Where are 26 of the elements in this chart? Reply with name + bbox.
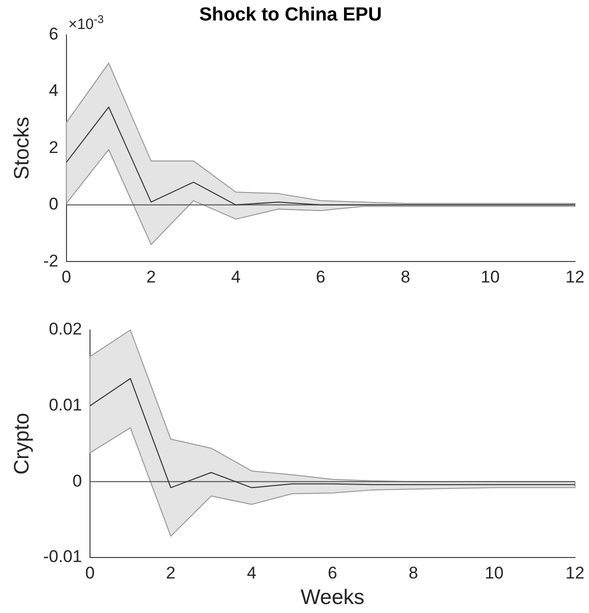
x-tick-label: 2 <box>146 267 156 286</box>
y-tick-label: 0.01 <box>48 395 82 414</box>
x-tick-label: 0 <box>85 563 95 582</box>
x-tick-label: 12 <box>566 267 584 286</box>
y-tick-label: 0.02 <box>48 320 82 339</box>
y-tick-label: -2 <box>43 251 58 270</box>
y-tick-label: 0 <box>72 471 82 490</box>
x-tick-label: 12 <box>566 563 584 582</box>
x-tick-label: 6 <box>328 563 338 582</box>
y-axis-title: Stocks <box>10 116 34 180</box>
y-tick-label: 2 <box>48 138 58 157</box>
x-axis-title: Weeks <box>300 586 364 610</box>
x-tick-label: 8 <box>408 563 418 582</box>
y-tick-label: 0 <box>48 194 58 214</box>
x-tick-label: 10 <box>484 563 504 582</box>
y-tick-label: 6 <box>48 24 58 44</box>
x-tick-label: 10 <box>480 267 500 286</box>
x-tick-label: 8 <box>400 267 410 286</box>
y-axis-title: Crypto <box>10 412 34 475</box>
x-tick-label: 2 <box>166 563 176 582</box>
x-tick-label: 4 <box>246 563 256 582</box>
y-tick-label: 4 <box>48 81 58 100</box>
x-tick-label: 4 <box>231 267 241 286</box>
x-tick-label: 6 <box>316 267 326 286</box>
y-tick-label: -0.01 <box>43 547 82 566</box>
chart-title: Shock to China EPU <box>199 4 382 26</box>
